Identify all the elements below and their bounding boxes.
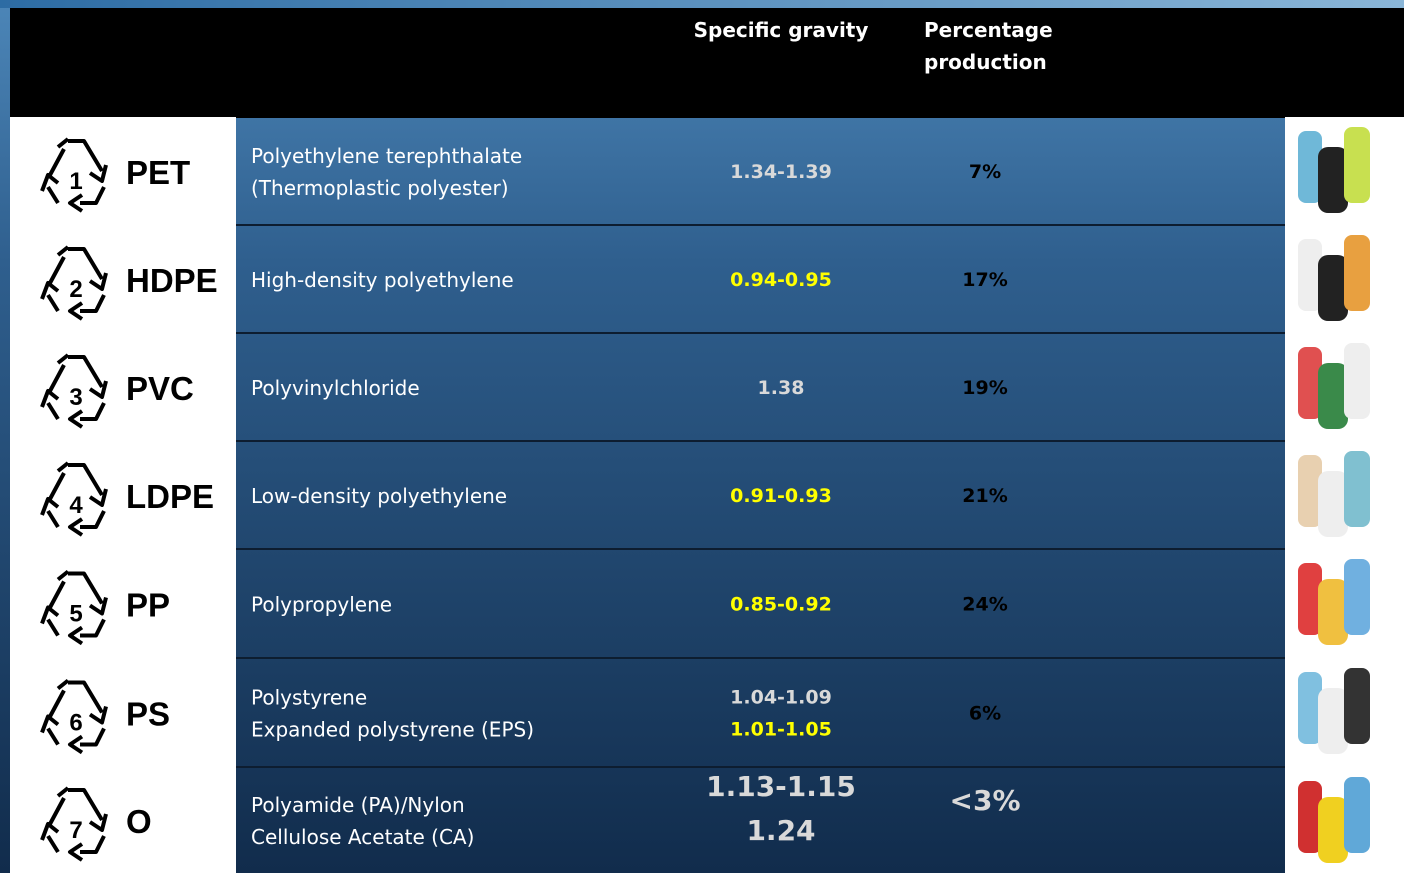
product-image (1344, 559, 1370, 635)
product-image (1318, 797, 1348, 863)
plastic-abbr: LDPE (126, 478, 214, 515)
plastic-name: Polyethylene terephthalate (251, 144, 522, 168)
plastic-name: Polyamide (PA)/Nylon (251, 793, 465, 817)
product-image (1318, 255, 1348, 321)
plastic-name: Polystyrene (251, 686, 367, 710)
plastic-name: Polyvinylchloride (251, 376, 420, 400)
plastic-abbr: O (126, 803, 152, 840)
plastic-name: Polypropylene (251, 593, 392, 617)
specific-gravity: 1.01-1.05 (730, 719, 832, 741)
product-image (1344, 343, 1370, 419)
percentage: 24% (962, 594, 1007, 616)
slide: Specific gravity Percentage production 1… (0, 0, 1404, 873)
product-image (1344, 451, 1370, 527)
recycle-code: 4 (69, 492, 83, 519)
plastic-abbr: HDPE (126, 262, 218, 299)
plastic-name: High-density polyethylene (251, 268, 514, 292)
column-header: Specific gravity (694, 18, 869, 42)
percentage: 17% (962, 269, 1007, 291)
recycle-code: 7 (69, 817, 82, 844)
plastic-name: Low-density polyethylene (251, 484, 507, 508)
recycle-code: 5 (69, 601, 82, 628)
specific-gravity: 0.94-0.95 (730, 269, 832, 291)
specific-gravity: 1.24 (746, 814, 815, 847)
product-image (1344, 777, 1370, 853)
top-band (0, 0, 1404, 8)
product-image (1344, 668, 1370, 744)
plastic-abbr: PP (126, 587, 170, 624)
recycle-code: 3 (69, 384, 82, 411)
plastic-abbr: PET (126, 154, 190, 191)
plastic-name: Cellulose Acetate (CA) (251, 825, 474, 849)
recycle-code: 1 (69, 168, 82, 195)
plastic-abbr: PS (126, 696, 170, 733)
percentage: 21% (962, 485, 1007, 507)
percentage: 7% (969, 161, 1001, 183)
recycle-code: 2 (69, 276, 82, 303)
page: Specific gravity Percentage production 1… (0, 0, 1404, 873)
product-image (1318, 471, 1348, 537)
specific-gravity: 1.34-1.39 (730, 161, 832, 183)
specific-gravity: 0.91-0.93 (730, 485, 832, 507)
recycle-code: 6 (69, 710, 82, 737)
percentage: <3% (950, 784, 1021, 817)
product-image (1318, 363, 1348, 429)
product-image (1318, 147, 1348, 213)
product-image (1344, 127, 1370, 203)
specific-gravity: 1.04-1.09 (730, 687, 832, 709)
product-image (1344, 235, 1370, 311)
plastic-name: (Thermoplastic polyester) (251, 176, 509, 200)
percentage: 19% (962, 377, 1007, 399)
plastic-abbr: PVC (126, 370, 194, 407)
percentage: 6% (969, 703, 1001, 725)
specific-gravity: 1.13-1.15 (706, 770, 856, 803)
specific-gravity: 0.85-0.92 (730, 594, 832, 616)
plastic-name: Expanded polystyrene (EPS) (251, 718, 534, 742)
product-image (1318, 579, 1348, 645)
product-image (1318, 688, 1348, 754)
specific-gravity: 1.38 (758, 377, 805, 399)
